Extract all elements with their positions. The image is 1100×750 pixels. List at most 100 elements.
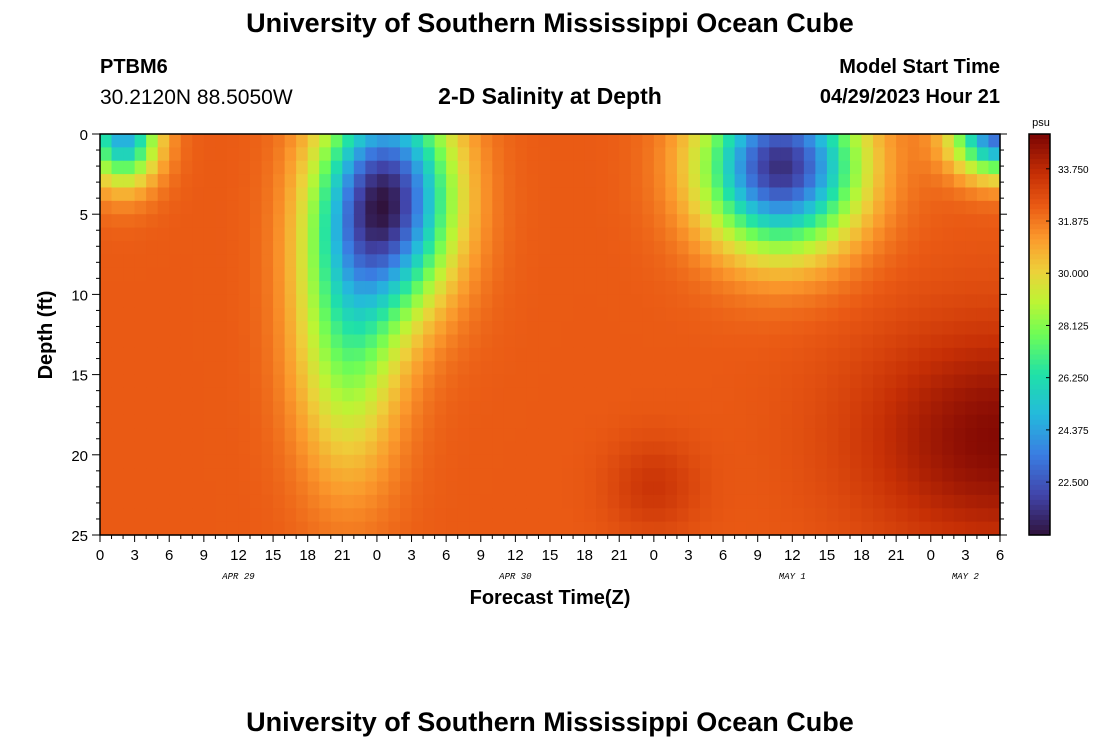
heatmap-cell [573,307,586,322]
heatmap-cell [803,214,816,229]
heatmap-cell [180,254,193,269]
heatmap-cell [123,174,136,189]
heatmap-cell [226,361,240,376]
heatmap-cell [861,294,874,309]
heatmap-cell [642,200,655,215]
heatmap-cell [250,321,263,336]
heatmap-cell [296,281,309,295]
heatmap-cell [238,174,251,189]
heatmap-cell [111,240,124,255]
heatmap-cell [273,240,286,255]
heatmap-cell [457,521,470,536]
heatmap-cell [157,334,170,349]
heatmap-cell [769,160,782,175]
heatmap-cell [261,454,274,469]
heatmap-cell [746,267,759,282]
heatmap-cell [596,387,609,402]
colorbar-unit: psu [1032,117,1050,129]
heatmap-cell [930,281,943,295]
heatmap-cell [653,387,666,402]
heatmap-cell [619,281,632,295]
heatmap-cell [538,294,551,309]
heatmap-cell [642,494,655,509]
heatmap-cell [757,508,770,523]
heatmap-cell [111,147,124,162]
heatmap-cell [619,267,632,282]
heatmap-cell [700,227,713,242]
heatmap-cell [273,147,286,162]
heatmap-cell [307,281,320,295]
heatmap-cell [238,214,251,229]
heatmap-cell [111,374,124,389]
heatmap-cell [792,494,805,509]
heatmap-cell [319,494,332,509]
heatmap-cell [307,441,320,456]
heatmap-cell [953,334,966,349]
heatmap-cell [838,307,851,322]
heatmap-cell [538,334,551,349]
heatmap-cell [734,267,747,282]
heatmap-cell [573,361,586,376]
heatmap-cell [446,187,459,202]
heatmap-cell [769,294,782,309]
heatmap-cell [411,468,424,483]
heatmap-cell [180,521,193,536]
heatmap-cell [434,521,447,536]
heatmap-cell [630,454,643,469]
heatmap-cell [619,428,632,443]
colorbar-tick-label: 33.750 [1058,165,1089,176]
heatmap-cell [388,387,401,402]
heatmap-cell [930,387,943,402]
heatmap-cell [215,294,228,309]
heatmap-cell [803,294,816,309]
colorbar-segment [1029,169,1050,175]
heatmap-cell [192,147,205,162]
heatmap-cell [376,441,390,456]
heatmap-cell [723,147,736,162]
heatmap-cell [250,428,263,443]
heatmap-cell [330,227,343,242]
heatmap-cell [976,521,990,536]
heatmap-cell [296,267,309,282]
heatmap-cell [330,481,343,496]
heatmap-cell [584,361,597,376]
heatmap-cell [515,387,528,402]
heatmap-cell [930,347,943,362]
heatmap-cell [873,387,886,402]
heatmap-cell [353,200,366,215]
heatmap-cell [873,227,886,242]
heatmap-cell [250,481,263,496]
heatmap-cell [446,134,459,148]
heatmap-cell [192,508,205,523]
heatmap-cell [803,147,816,162]
heatmap-cell [446,281,459,295]
heatmap-cell [942,387,955,402]
heatmap-cell [319,468,332,483]
colorbar-segment [1029,314,1050,321]
heatmap-cell [365,240,378,255]
heatmap-cell [861,521,874,536]
heatmap-cell [411,374,424,389]
heatmap-cell [238,307,251,322]
heatmap-cell [342,147,355,162]
heatmap-cell [919,414,932,429]
heatmap-cell [619,521,632,536]
heatmap-cell [757,147,770,162]
main-title: University of Southern Mississippi Ocean… [246,8,854,38]
heatmap-cell [653,307,666,322]
heatmap-cell [307,454,320,469]
heatmap-cell [400,321,413,336]
heatmap-cell [492,240,505,255]
heatmap-cell [573,334,586,349]
heatmap-cell [111,494,124,509]
heatmap-cell [469,414,482,429]
heatmap-cell [169,254,182,269]
heatmap-cell [134,334,147,349]
heatmap-cell [215,481,228,496]
heatmap-cell [676,494,690,509]
heatmap-cell [238,508,251,523]
heatmap-cell [203,468,216,483]
heatmap-cell [607,134,620,148]
heatmap-cell [573,174,586,189]
heatmap-cell [607,334,620,349]
